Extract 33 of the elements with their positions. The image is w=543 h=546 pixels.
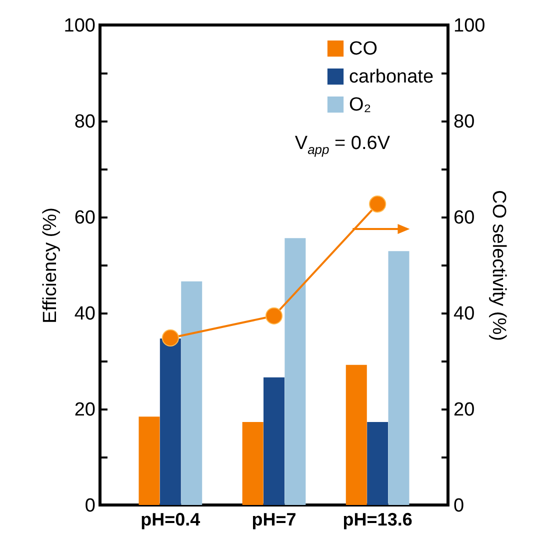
y2-tick-label: 80 xyxy=(454,112,475,132)
bar xyxy=(242,422,264,505)
legend-label: CO xyxy=(349,38,378,60)
y-tick-label: 40 xyxy=(74,304,96,324)
y-axis-title: Efficiency (%) xyxy=(40,208,61,324)
point xyxy=(162,329,179,347)
bar xyxy=(346,364,367,505)
y2-axis-title: CO selectivity (%) xyxy=(488,190,510,341)
y2-tick-label: 40 xyxy=(454,304,475,324)
y-tick-label: 0 xyxy=(84,496,96,516)
bar xyxy=(160,338,181,505)
y-tick-label: 20 xyxy=(74,400,96,420)
y2-tick-label: 60 xyxy=(454,208,475,228)
bar xyxy=(264,377,284,505)
bar xyxy=(138,416,160,505)
point xyxy=(265,307,283,324)
y2-tick-label: 20 xyxy=(454,400,475,420)
bar xyxy=(367,422,388,505)
bar xyxy=(181,281,202,505)
x-tick-label: pH=0.4 xyxy=(140,510,200,530)
legend-label: O₂ xyxy=(349,94,372,116)
y-tick-label: 60 xyxy=(74,208,96,228)
point xyxy=(369,195,386,213)
bar xyxy=(388,251,410,505)
legend-label: carbonate xyxy=(349,66,434,88)
y-tick-label: 100 xyxy=(64,16,96,36)
x-tick-label: pH=7 xyxy=(252,510,296,530)
x-tick-label: pH=13.6 xyxy=(342,510,412,530)
bar xyxy=(284,238,306,505)
y2-tick-label: 100 xyxy=(454,16,486,36)
y2-tick-label: 0 xyxy=(454,496,464,516)
annotation: V$_{app}$ = 0.6V xyxy=(294,133,390,157)
y-tick-label: 80 xyxy=(74,112,96,132)
